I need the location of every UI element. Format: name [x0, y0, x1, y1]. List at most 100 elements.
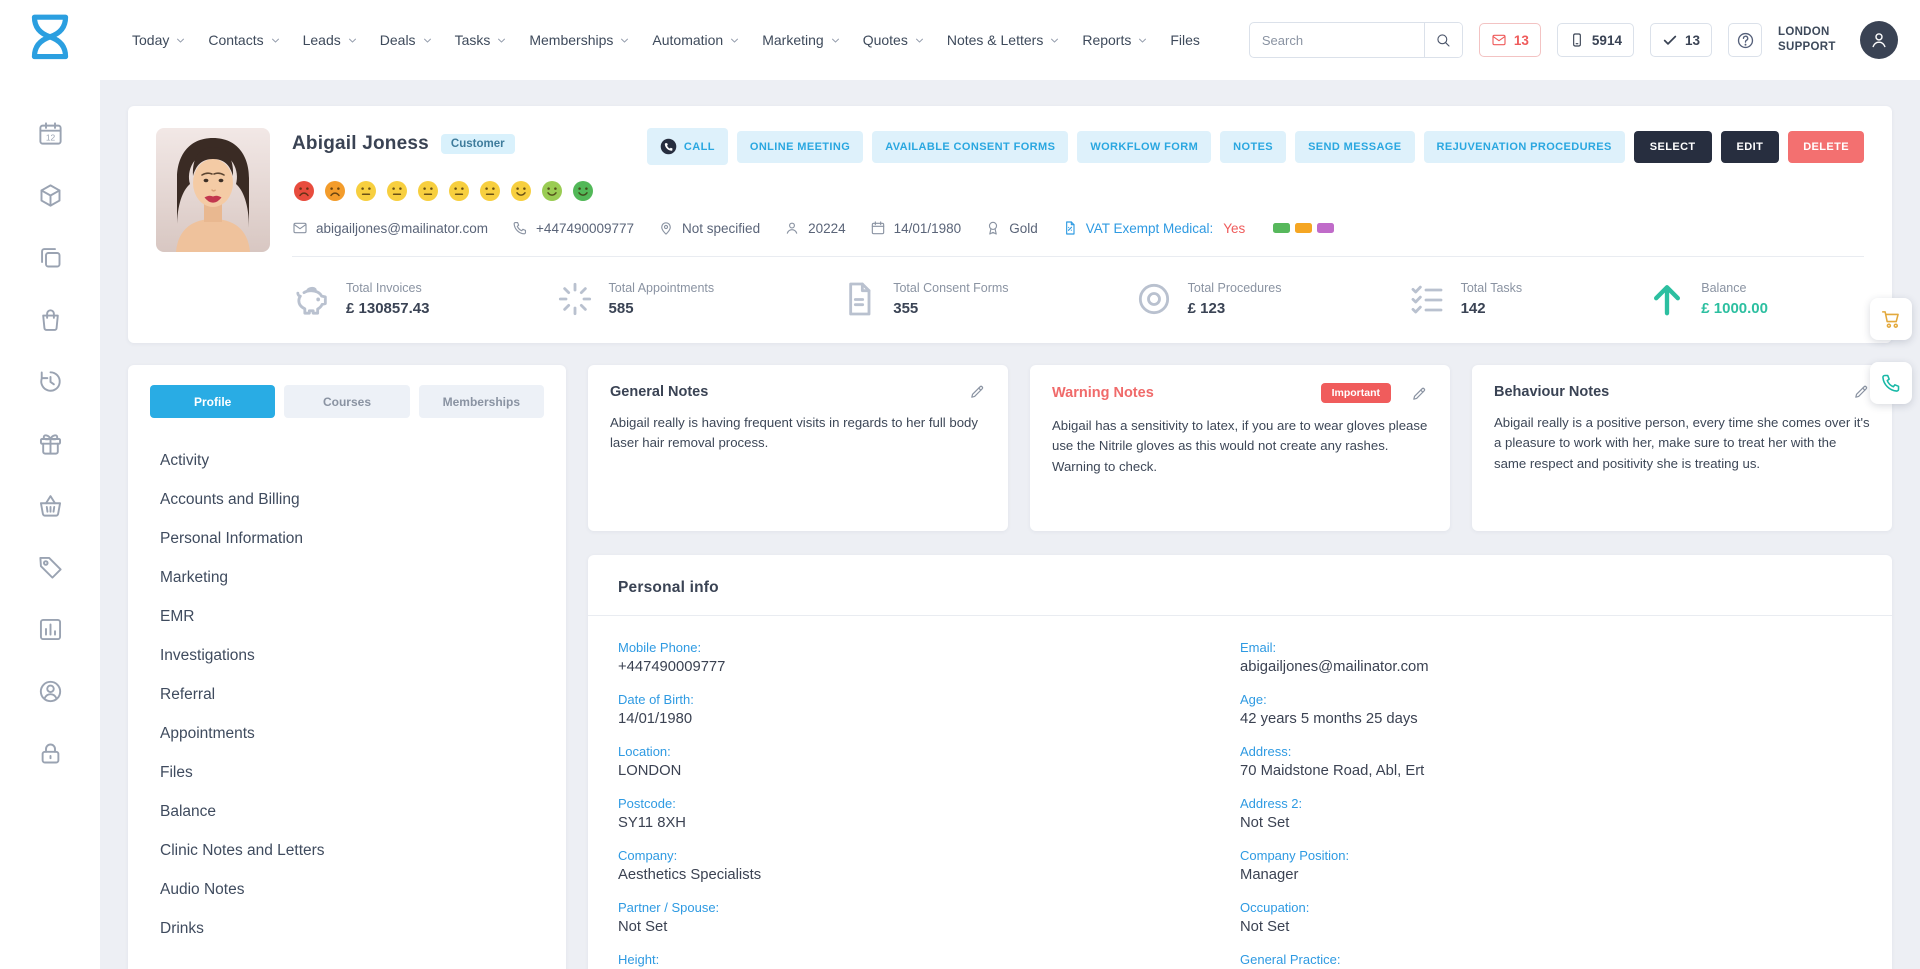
- panel-menu-drinks[interactable]: Drinks: [160, 920, 204, 937]
- field-label: Age:: [1240, 692, 1267, 707]
- lock-icon: [37, 740, 64, 767]
- sidebar-item-gift-icon[interactable]: [37, 430, 64, 457]
- send-message-button[interactable]: SEND MESSAGE: [1295, 130, 1415, 163]
- nav-item-files[interactable]: Files: [1170, 32, 1200, 48]
- customer-dob[interactable]: 14/01/1980: [870, 220, 961, 236]
- call-button[interactable]: CALL: [646, 128, 728, 165]
- panel-menu-personal-information[interactable]: Personal Information: [160, 530, 304, 547]
- panel-menu-activity[interactable]: Activity: [160, 452, 210, 469]
- panel-menu-appointments[interactable]: Appointments: [160, 725, 255, 742]
- mood-face-5[interactable]: [416, 179, 440, 203]
- edit-behaviour-notes-icon[interactable]: [1853, 383, 1870, 400]
- user-avatar[interactable]: [1860, 21, 1898, 59]
- field-value: SY11 8XH: [618, 815, 686, 831]
- stat-value: £ 130857.43: [346, 300, 430, 317]
- nav-item-quotes[interactable]: Quotes: [863, 32, 925, 48]
- customer-location[interactable]: Not specified: [658, 220, 760, 236]
- mood-face-8[interactable]: [509, 179, 533, 203]
- nav-item-memberships[interactable]: Memberships: [529, 32, 630, 48]
- sidebar-item-basket-icon[interactable]: [37, 492, 64, 519]
- panel-menu-clinic-notes-and-letters[interactable]: Clinic Notes and Letters: [160, 842, 325, 859]
- customer-email[interactable]: abigailjones@mailinator.com: [292, 220, 488, 236]
- sidebar-item-bag-icon[interactable]: [37, 306, 64, 333]
- panel-menu-emr[interactable]: EMR: [160, 608, 195, 625]
- mood-face-9[interactable]: [540, 179, 564, 203]
- cart-float-button[interactable]: [1870, 298, 1912, 340]
- tasks-icon: [1407, 279, 1447, 319]
- mood-face-1[interactable]: [292, 179, 316, 203]
- mood-face-10[interactable]: [571, 179, 595, 203]
- nav-item-notes-letters[interactable]: Notes & Letters: [947, 32, 1061, 48]
- customer-id[interactable]: 20224: [784, 220, 846, 236]
- search-button[interactable]: [1423, 23, 1462, 57]
- pencil-icon: [1853, 383, 1870, 400]
- mood-face-3[interactable]: [354, 179, 378, 203]
- tab-memberships[interactable]: Memberships: [418, 385, 544, 418]
- online-meeting-button[interactable]: ONLINE MEETING: [736, 130, 864, 163]
- profile-photo[interactable]: [156, 128, 270, 252]
- customer-phone[interactable]: +447490009777: [512, 220, 634, 236]
- call-float-button[interactable]: [1870, 362, 1912, 404]
- sidebar-item-user-clock-icon[interactable]: [37, 678, 64, 705]
- chevron-down-icon: [422, 35, 433, 46]
- color-swatch-1[interactable]: [1273, 223, 1291, 233]
- color-swatch-3[interactable]: [1317, 223, 1335, 233]
- field-location: Location: LONDON: [618, 744, 1240, 780]
- tasks-badge[interactable]: 13: [1649, 23, 1712, 57]
- mood-face-6[interactable]: [447, 179, 471, 203]
- nav-item-reports[interactable]: Reports: [1082, 32, 1148, 48]
- mood-face-7[interactable]: [478, 179, 502, 203]
- phone-badge[interactable]: 5914: [1556, 23, 1634, 57]
- delete-button[interactable]: DELETE: [1788, 130, 1864, 163]
- color-swatch-2[interactable]: [1295, 223, 1313, 233]
- edit-button[interactable]: EDIT: [1720, 130, 1780, 163]
- panel-menu-balance[interactable]: Balance: [160, 803, 217, 820]
- nav-item-leads[interactable]: Leads: [303, 32, 358, 48]
- panel-menu-investigations[interactable]: Investigations: [160, 647, 255, 664]
- panel-menu-marketing[interactable]: Marketing: [160, 569, 229, 586]
- stat-total-tasks: Total Tasks 142: [1407, 279, 1522, 319]
- nav-item-today[interactable]: Today: [132, 32, 186, 48]
- notes-button[interactable]: NOTES: [1220, 130, 1287, 163]
- panel-menu-audio-notes[interactable]: Audio Notes: [160, 881, 245, 898]
- mood-face-2[interactable]: [323, 179, 347, 203]
- stat-label: Balance: [1701, 281, 1747, 295]
- user-icon: [1869, 30, 1889, 50]
- mood-face-4[interactable]: [385, 179, 409, 203]
- chevron-down-icon: [619, 35, 630, 46]
- search-input[interactable]: [1249, 32, 1424, 48]
- mail-badge[interactable]: 13: [1478, 23, 1541, 57]
- call-phone-icon: [660, 138, 677, 155]
- tab-profile[interactable]: Profile: [150, 385, 276, 418]
- help-button[interactable]: [1728, 23, 1762, 57]
- sidebar-item-calendar12-icon[interactable]: 12: [37, 120, 64, 147]
- sidebar-item-copy-icon[interactable]: [37, 244, 64, 271]
- sidebar-item-tag-icon[interactable]: [37, 554, 64, 581]
- edit-warning-notes-icon[interactable]: [1411, 385, 1428, 402]
- nav-item-tasks[interactable]: Tasks: [455, 32, 508, 48]
- panel-menu-referral[interactable]: Referral: [160, 686, 216, 703]
- nav-item-marketing[interactable]: Marketing: [762, 32, 840, 48]
- rejuvenation-procedures-button[interactable]: REJUVENATION PROCEDURES: [1423, 130, 1625, 163]
- donut-icon: [1134, 279, 1174, 319]
- sidebar-item-package-icon[interactable]: [37, 182, 64, 209]
- nav-item-contacts[interactable]: Contacts: [208, 32, 280, 48]
- edit-general-notes-icon[interactable]: [969, 383, 986, 400]
- behaviour-notes-card: Behaviour Notes Abigail really is a posi…: [1472, 365, 1892, 531]
- select-button[interactable]: SELECT: [1633, 130, 1712, 163]
- sidebar-item-lock-icon[interactable]: [37, 740, 64, 767]
- sidebar-item-history-icon[interactable]: [37, 368, 64, 395]
- panel-menu-files[interactable]: Files: [160, 764, 193, 781]
- app-logo[interactable]: [24, 12, 76, 68]
- warning-notes-card: Warning Notes Important Abigail has a se…: [1030, 365, 1450, 531]
- panel-menu-accounts-and-billing[interactable]: Accounts and Billing: [160, 491, 300, 508]
- nav-item-deals[interactable]: Deals: [380, 32, 433, 48]
- vat-exempt[interactable]: VAT Exempt Medical: Yes: [1062, 220, 1245, 236]
- customer-tier[interactable]: Gold: [985, 220, 1038, 236]
- nav-item-automation[interactable]: Automation: [652, 32, 740, 48]
- workflow-form-button[interactable]: WORKFLOW FORM: [1077, 130, 1212, 163]
- sidebar-item-chart-icon[interactable]: [37, 616, 64, 643]
- available-consent-forms-button[interactable]: AVAILABLE CONSENT FORMS: [872, 130, 1069, 163]
- warning-notes-title: Warning Notes: [1052, 385, 1154, 401]
- tab-courses[interactable]: Courses: [284, 385, 410, 418]
